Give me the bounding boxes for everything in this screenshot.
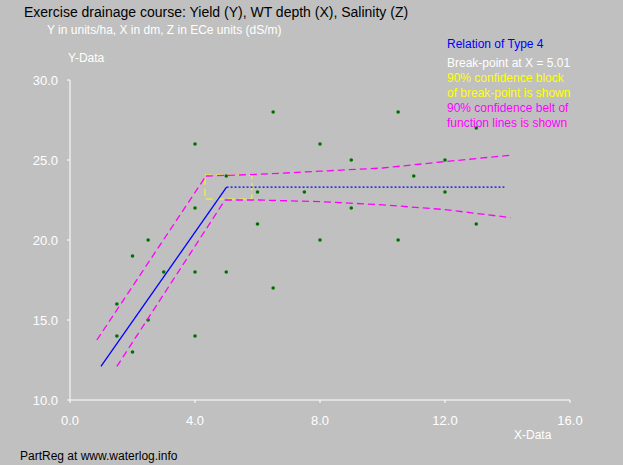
function-line [117, 200, 225, 366]
footer: PartReg at www.waterlog.info [20, 449, 178, 463]
data-point [224, 174, 228, 178]
y-tick-label: 15.0 [33, 313, 58, 328]
data-point [146, 238, 150, 242]
data-point [474, 222, 478, 226]
data-point [256, 222, 260, 226]
data-point [349, 158, 353, 162]
data-point [443, 158, 447, 162]
data-point [443, 190, 447, 194]
x-tick [320, 400, 321, 403]
subtitle: Y in units/ha, X in dm, Z in ECe units (… [47, 23, 282, 37]
plot-area [97, 110, 511, 366]
data-point [131, 254, 135, 258]
x-tick-label: 0.0 [61, 413, 79, 428]
annotation: of break-point is shown [447, 86, 570, 100]
y-tick [67, 80, 70, 81]
data-point [256, 190, 260, 194]
data-point [271, 110, 275, 114]
y-tick-label: 30.0 [33, 73, 58, 88]
function-line [227, 187, 505, 188]
x-tick-label: 12.0 [432, 413, 457, 428]
annotation: 90% confidence belt of [447, 101, 569, 115]
data-point [396, 238, 400, 242]
x-tick-label: 16.0 [557, 413, 582, 428]
data-point [131, 350, 135, 354]
y-tick [67, 240, 70, 241]
data-point [474, 126, 478, 130]
y-tick [67, 160, 70, 161]
x-tick [445, 400, 446, 403]
data-point [303, 190, 307, 194]
annotation: Relation of Type 4 [447, 37, 544, 51]
data-point [115, 334, 119, 338]
data-point [318, 238, 322, 242]
annotation: function lines is shown [447, 116, 567, 130]
data-point [193, 206, 197, 210]
x-tick [570, 400, 571, 403]
data-point [162, 270, 166, 274]
background [0, 0, 623, 465]
data-point [193, 270, 197, 274]
chart: Exercise drainage course: Yield (Y), WT … [0, 0, 623, 465]
data-point [349, 206, 353, 210]
y-axis-label: Y-Data [68, 51, 105, 65]
x-tick-label: 4.0 [186, 413, 204, 428]
data-point [271, 286, 275, 290]
function-line [101, 187, 227, 366]
y-tick [67, 320, 70, 321]
x-axis-label: X-Data [514, 428, 552, 442]
data-point [193, 334, 197, 338]
data-point [115, 302, 119, 306]
x-tick [70, 400, 71, 403]
function-line [97, 176, 206, 340]
function-line [206, 155, 511, 176]
data-point [193, 142, 197, 146]
title: Exercise drainage course: Yield (Y), WT … [24, 4, 408, 20]
y-tick-label: 10.0 [33, 393, 58, 408]
data-point [224, 270, 228, 274]
function-line [225, 200, 511, 218]
x-tick [195, 400, 196, 403]
y-tick-label: 25.0 [33, 153, 58, 168]
annotation: 90% confidence block [447, 71, 565, 85]
data-point [318, 142, 322, 146]
data-point [396, 110, 400, 114]
annotation: Break-point at X = 5.01 [447, 56, 570, 70]
y-tick-label: 20.0 [33, 233, 58, 248]
data-point [412, 174, 416, 178]
x-tick-label: 8.0 [311, 413, 329, 428]
